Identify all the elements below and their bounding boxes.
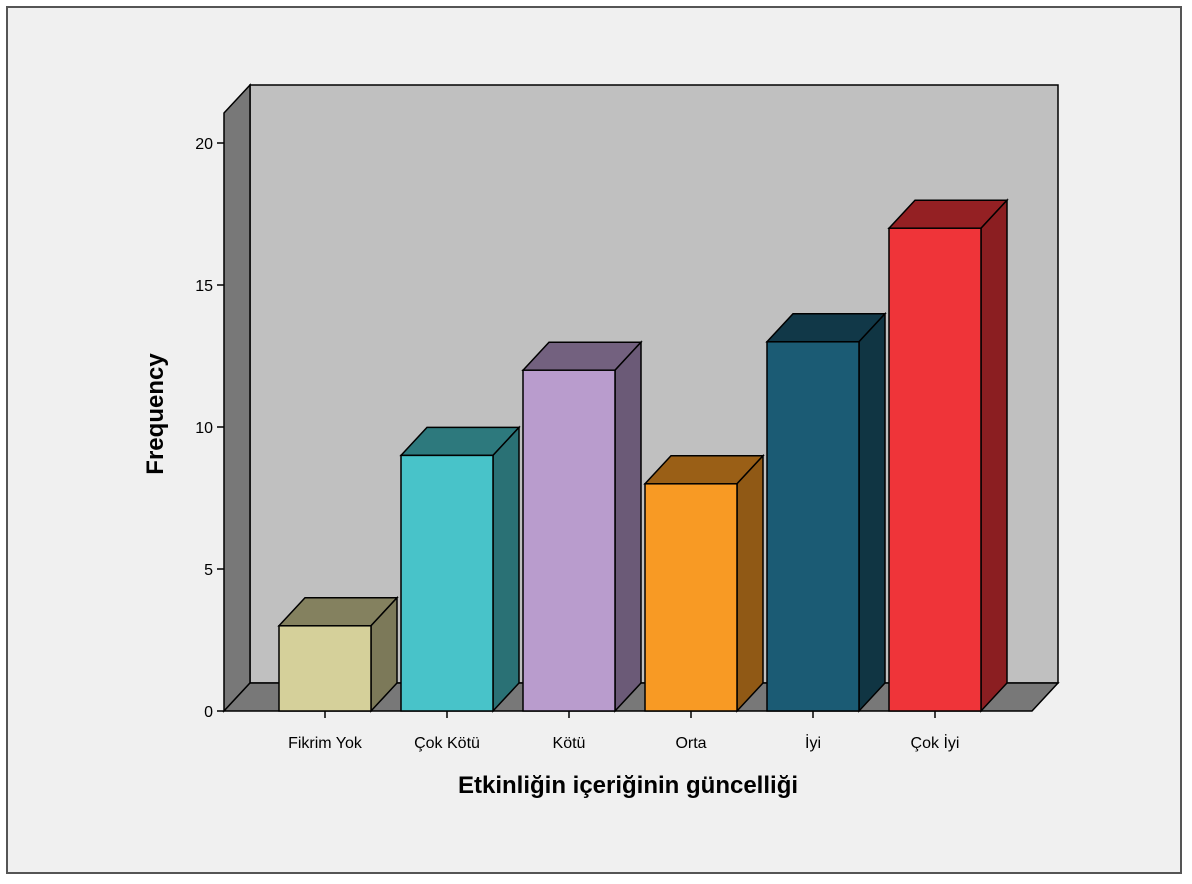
- x-axis: Fikrim Yok Çok Kötü Kötü Orta İyi Çok İyi: [288, 711, 959, 752]
- bar-front: [644, 483, 738, 712]
- bar: [765, 311, 887, 713]
- y-tick-label: 20: [195, 136, 213, 153]
- x-axis-title: Etkinliğin içeriğinin güncelliği: [458, 772, 798, 799]
- y-tick-label: 10: [195, 420, 213, 437]
- bar-side: [736, 453, 764, 713]
- y-axis-title: Frequency: [142, 353, 169, 475]
- y-tick-label: 15: [195, 278, 213, 295]
- y-tick-label: 0: [204, 704, 213, 721]
- bar: [399, 425, 521, 713]
- bar-side: [614, 340, 642, 713]
- x-tick-label: Çok İyi: [911, 733, 960, 752]
- bar-side: [858, 311, 886, 713]
- bar-side: [492, 425, 520, 713]
- bar-side: [980, 198, 1008, 713]
- bar: [521, 340, 643, 713]
- bar-front: [522, 369, 616, 712]
- y-tick-label: 5: [204, 562, 213, 579]
- bar: [277, 595, 399, 713]
- x-tick-label: Kötü: [553, 735, 586, 752]
- y-axis: 0 5 10 15 20: [195, 136, 224, 721]
- bar-front: [400, 454, 494, 712]
- bars: [277, 198, 1009, 713]
- bar-front: [278, 625, 372, 712]
- x-tick-label: Çok Kötü: [414, 735, 480, 752]
- x-tick-label: Fikrim Yok: [288, 735, 363, 752]
- bar: [887, 198, 1009, 713]
- x-tick-label: İyi: [805, 733, 821, 752]
- bar-front: [888, 227, 982, 712]
- x-tick-label: Orta: [675, 735, 706, 752]
- bar: [643, 453, 765, 713]
- bar-front: [766, 341, 860, 712]
- left-wall: [223, 83, 251, 713]
